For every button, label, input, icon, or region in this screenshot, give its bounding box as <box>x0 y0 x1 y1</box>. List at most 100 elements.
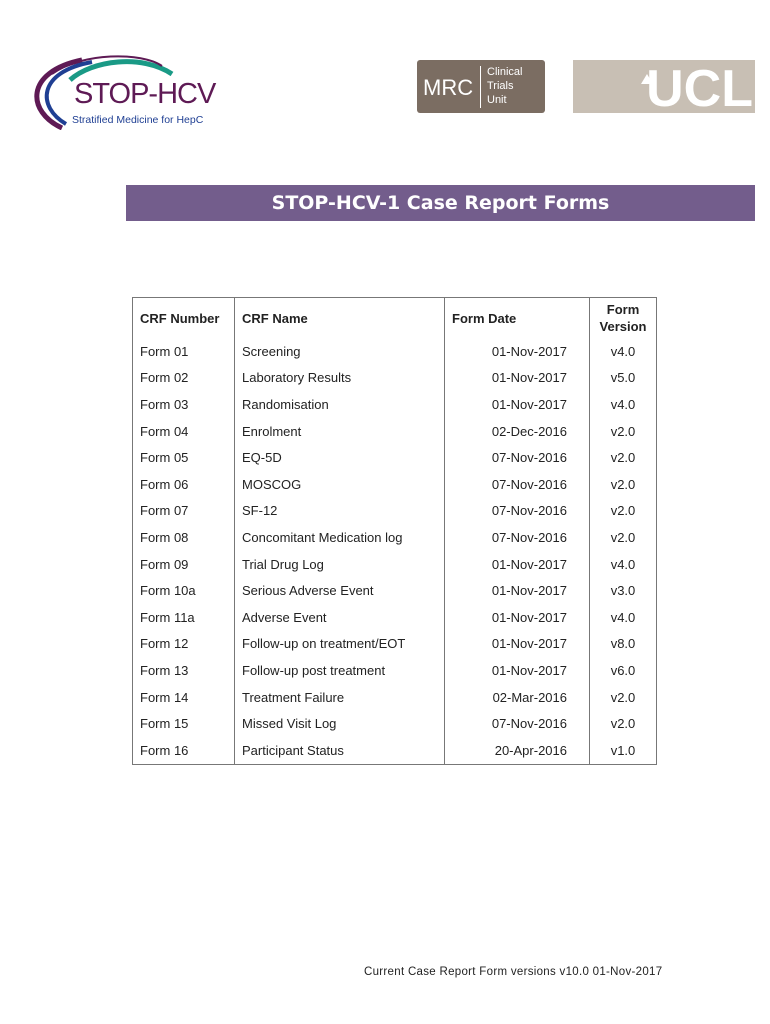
form-date-cell: 01-Nov-2017 <box>444 657 590 684</box>
header-crf-name: CRF Name <box>234 297 445 338</box>
form-version-cell: v6.0 <box>589 657 657 684</box>
mrc-ctu-logo: MRC Clinical Trials Unit <box>417 60 545 113</box>
form-date-cell: 01-Nov-2017 <box>444 603 590 631</box>
form-date-cell: 01-Nov-2017 <box>444 577 590 604</box>
crf-name-cell: Enrolment <box>234 417 445 445</box>
crf-number-cell: Form 13 <box>132 657 235 684</box>
crf-name-cell: Participant Status <box>234 736 445 764</box>
crf-name-cell: Randomisation <box>234 391 445 418</box>
form-date-cell: 01-Nov-2017 <box>444 630 590 658</box>
table-row: Form 05 EQ-5D 07-Nov-2016 v2.0 <box>132 444 657 471</box>
table-row: Form 15 Missed Visit Log 07-Nov-2016 v2.0 <box>132 710 657 737</box>
table-row: Form 14 Treatment Failure 02-Mar-2016 v2.0 <box>132 683 657 711</box>
stop-hcv-subtitle: Stratified Medicine for HepC <box>72 114 204 126</box>
ucl-text: UCL <box>646 60 753 113</box>
table-row: Form 09 Trial Drug Log 01-Nov-2017 v4.0 <box>132 550 657 578</box>
form-version-cell: v2.0 <box>589 417 657 445</box>
crf-name-cell: Screening <box>234 338 445 365</box>
crf-name-cell: SF-12 <box>234 497 445 525</box>
ctu-line: Unit <box>487 94 507 106</box>
crf-name-cell: Trial Drug Log <box>234 550 445 578</box>
ctu-line: Trials <box>487 80 514 92</box>
table-row: Form 13 Follow-up post treatment 01-Nov-20… <box>132 657 657 684</box>
form-date-cell: 01-Nov-2017 <box>444 550 590 578</box>
footer-version-note: Current Case Report Form versions v10.0 … <box>364 966 663 978</box>
header-crf-number: CRF Number <box>132 297 235 338</box>
crf-number-cell: Form 11a <box>132 603 235 631</box>
form-version-cell: v2.0 <box>589 497 657 525</box>
stop-hcv-logo: STOP-HCV Stratified Medicine for HepC <box>22 52 216 131</box>
crf-number-cell: Form 15 <box>132 710 235 737</box>
crf-name-cell: Serious Adverse Event <box>234 577 445 604</box>
crf-name-cell: EQ-5D <box>234 444 445 471</box>
form-date-cell: 07-Nov-2016 <box>444 444 590 471</box>
crf-number-cell: Form 12 <box>132 630 235 658</box>
table-row: Form 04 Enrolment 02-Dec-2016 v2.0 <box>132 417 657 445</box>
crf-number-cell: Form 10a <box>132 577 235 604</box>
table-header-row: CRF Number CRF Name Form Date Form Versi… <box>132 297 657 338</box>
form-date-cell: 01-Nov-2017 <box>444 391 590 418</box>
table-row: Form 03 Randomisation 01-Nov-2017 v4.0 <box>132 391 657 418</box>
crf-number-cell: Form 05 <box>132 444 235 471</box>
table-row: Form 08 Concomitant Medication log 07-Nov-… <box>132 524 657 551</box>
form-version-cell: v2.0 <box>589 444 657 471</box>
divider <box>480 66 481 108</box>
table-row: Form 11a Adverse Event 01-Nov-2017 v4.0 <box>132 603 657 631</box>
table-row: Form 01 Screening 01-Nov-2017 v4.0 <box>132 338 657 365</box>
crf-number-cell: Form 16 <box>132 736 235 764</box>
form-date-cell: 07-Nov-2016 <box>444 497 590 525</box>
crf-name-cell: Follow-up on treatment/EOT <box>234 630 445 658</box>
form-date-cell: 20-Apr-2016 <box>444 736 590 764</box>
crf-number-cell: Form 04 <box>132 417 235 445</box>
form-date-cell: 07-Nov-2016 <box>444 524 590 551</box>
form-date-cell: 02-Dec-2016 <box>444 417 590 445</box>
crf-number-cell: Form 02 <box>132 364 235 392</box>
ctu-line: Clinical <box>487 66 523 78</box>
stop-hcv-title: STOP-HCV <box>74 78 216 110</box>
crf-name-cell: MOSCOG <box>234 470 445 498</box>
table-row: Form 07 SF-12 07-Nov-2016 v2.0 <box>132 497 657 525</box>
crf-name-cell: Laboratory Results <box>234 364 445 392</box>
crf-number-cell: Form 09 <box>132 550 235 578</box>
form-date-cell: 07-Nov-2016 <box>444 710 590 737</box>
table-row: Form 10a Serious Adverse Event 01-Nov-2017… <box>132 577 657 604</box>
crf-name-cell: Missed Visit Log <box>234 710 445 737</box>
form-version-cell: v1.0 <box>589 736 657 764</box>
crf-name-cell: Adverse Event <box>234 603 445 631</box>
crf-table: CRF Number CRF Name Form Date Form Versi… <box>132 297 657 765</box>
form-version-cell: v4.0 <box>589 603 657 631</box>
header-form-date: Form Date <box>444 297 590 338</box>
form-version-cell: v2.0 <box>589 683 657 711</box>
form-version-cell: v2.0 <box>589 470 657 498</box>
header-form-version: Form Version <box>589 297 657 338</box>
crf-number-cell: Form 06 <box>132 470 235 498</box>
form-version-cell: v8.0 <box>589 630 657 658</box>
form-version-cell: v5.0 <box>589 364 657 392</box>
crf-number-cell: Form 03 <box>132 391 235 418</box>
form-version-cell: v3.0 <box>589 577 657 604</box>
form-date-cell: 01-Nov-2017 <box>444 338 590 365</box>
crf-number-cell: Form 07 <box>132 497 235 525</box>
crf-number-cell: Form 01 <box>132 338 235 365</box>
table-row: Form 16 Participant Status 20-Apr-2016 v1.0 <box>132 736 657 764</box>
crf-name-cell: Follow-up post treatment <box>234 657 445 684</box>
form-date-cell: 01-Nov-2017 <box>444 364 590 392</box>
ucl-logo: UCL <box>573 60 755 113</box>
table-row: Form 02 Laboratory Results 01-Nov-2017 v5.0 <box>132 364 657 392</box>
table-row: Form 06 MOSCOG 07-Nov-2016 v2.0 <box>132 470 657 498</box>
form-version-cell: v2.0 <box>589 710 657 737</box>
crf-name-cell: Concomitant Medication log <box>234 524 445 551</box>
table-row: Form 12 Follow-up on treatment/EOT 01-Nov-… <box>132 630 657 658</box>
mrc-text: MRC <box>423 75 474 100</box>
crf-name-cell: Treatment Failure <box>234 683 445 711</box>
page-title: STOP-HCV-1 Case Report Forms <box>126 185 755 221</box>
form-version-cell: v2.0 <box>589 524 657 551</box>
form-version-cell: v4.0 <box>589 391 657 418</box>
form-version-cell: v4.0 <box>589 550 657 578</box>
swoosh-icon <box>34 55 174 131</box>
portico-icon <box>641 74 653 84</box>
form-date-cell: 07-Nov-2016 <box>444 470 590 498</box>
form-version-cell: v4.0 <box>589 338 657 365</box>
crf-number-cell: Form 14 <box>132 683 235 711</box>
form-date-cell: 02-Mar-2016 <box>444 683 590 711</box>
